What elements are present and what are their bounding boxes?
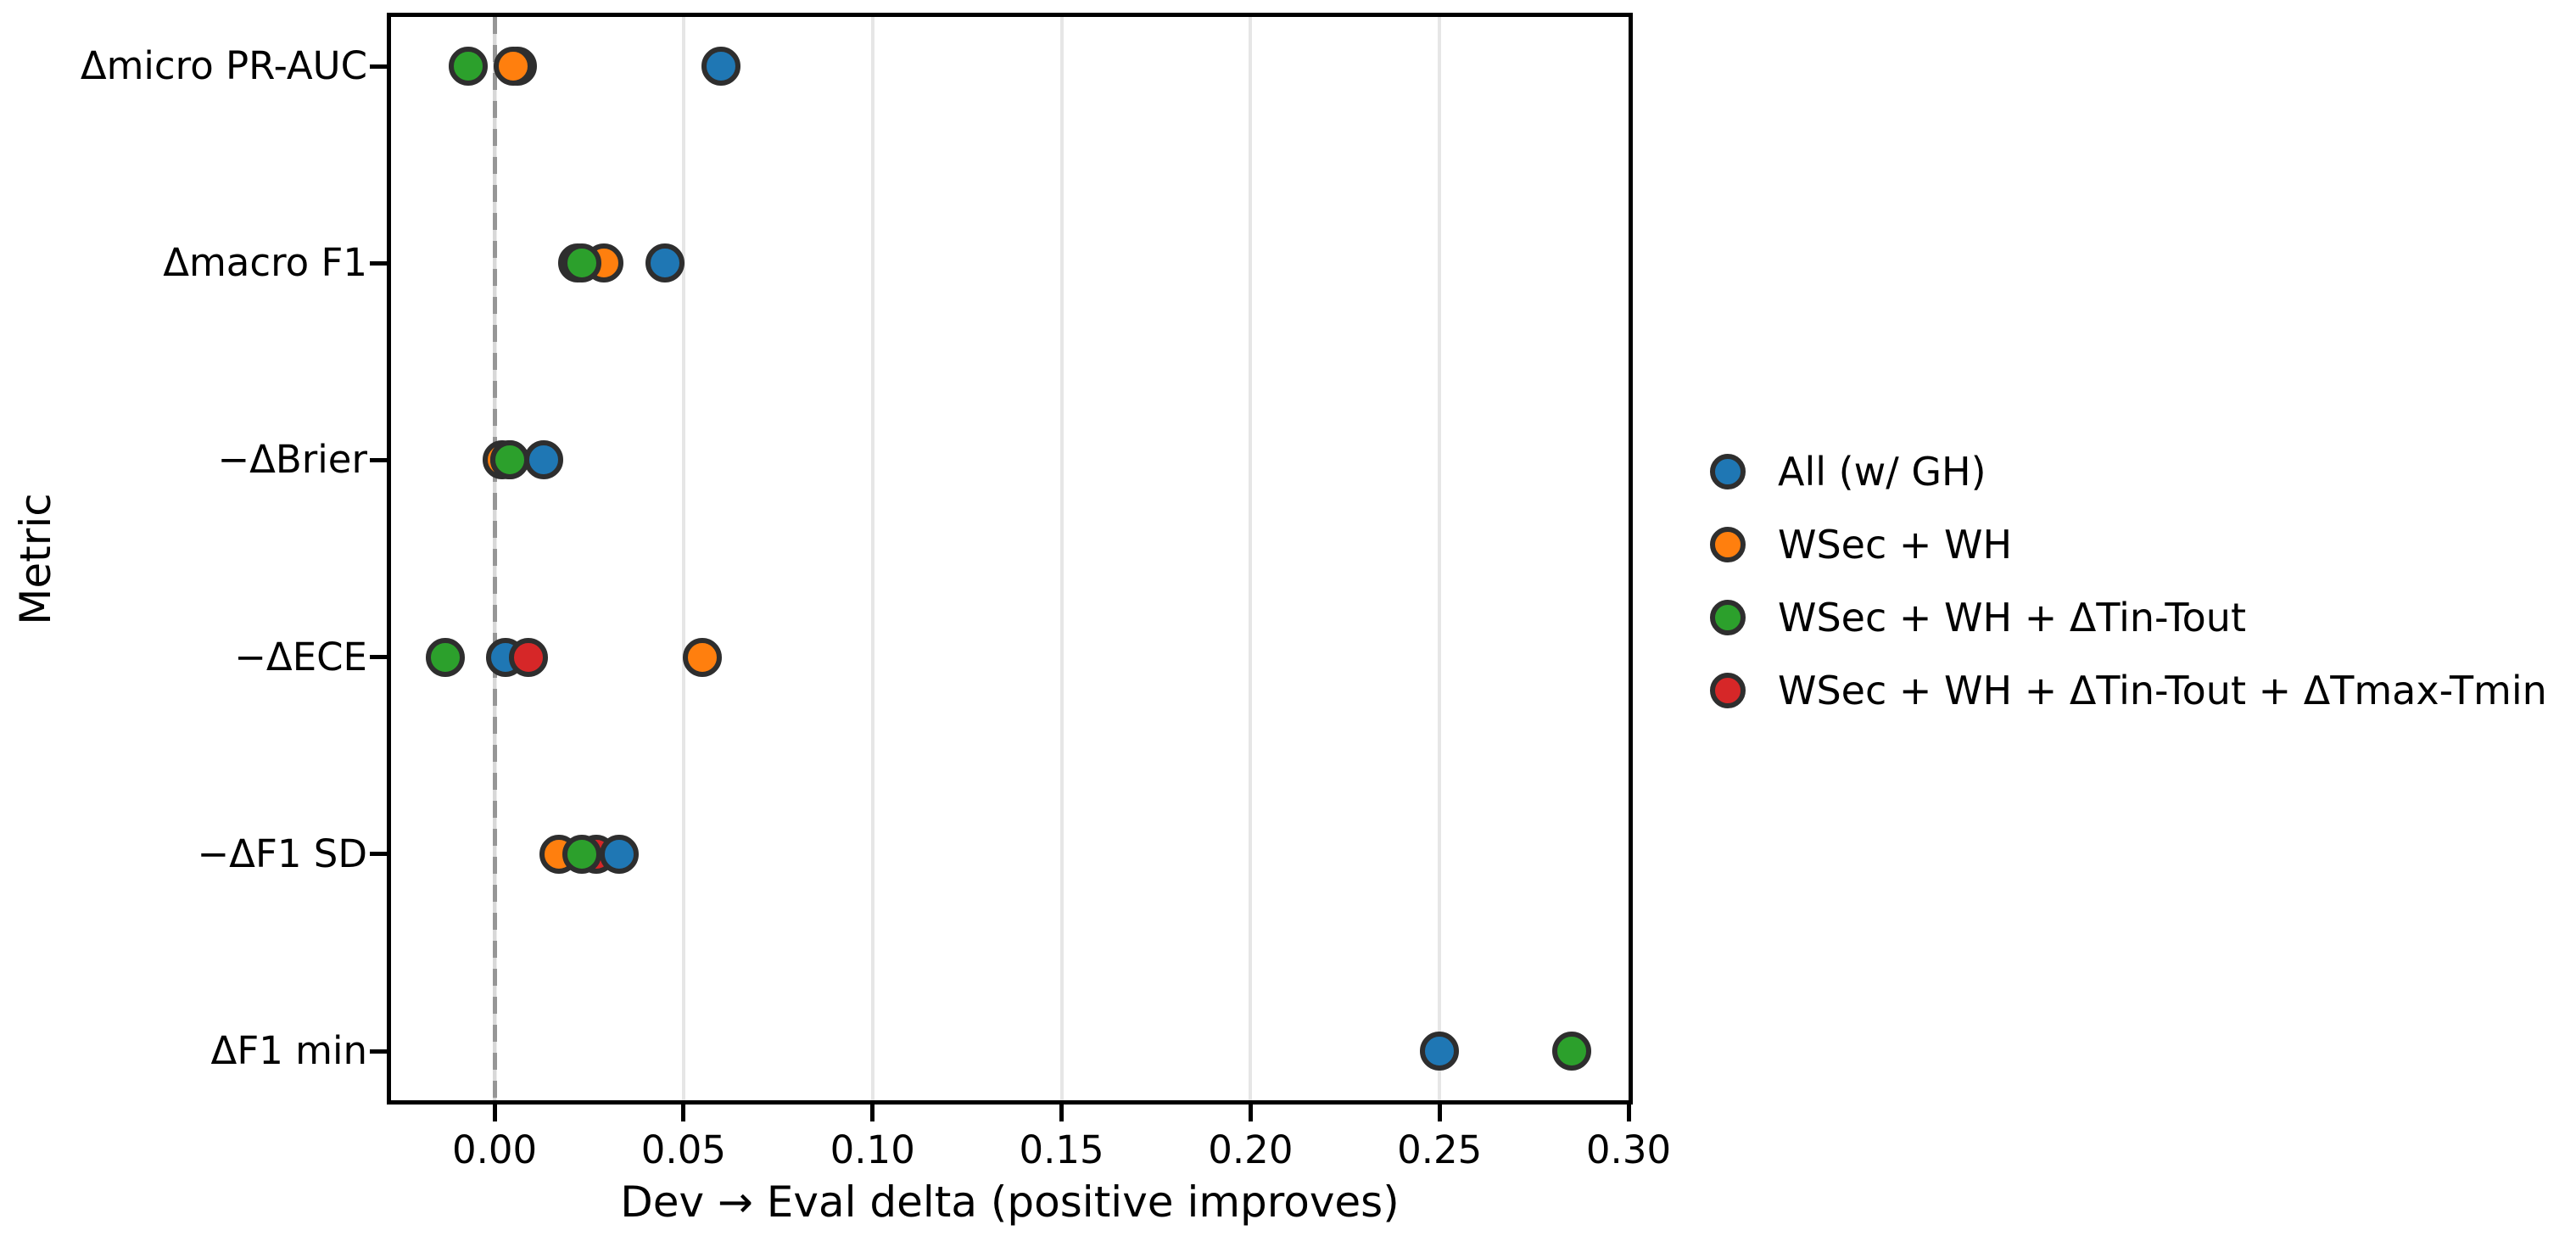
data-point <box>426 637 466 677</box>
x-tick <box>1248 1105 1253 1121</box>
legend-marker-icon <box>1710 454 1746 489</box>
y-tick <box>370 852 387 857</box>
x-tick <box>870 1105 875 1121</box>
x-tick <box>1059 1105 1064 1121</box>
x-tick-label: 0.00 <box>451 1127 538 1172</box>
legend-label: All (w/ GH) <box>1778 449 1986 495</box>
legend-item: WSec + WH <box>1710 519 2012 570</box>
y-tick-label: −ΔBrier <box>217 437 367 483</box>
gridline <box>1438 17 1442 1100</box>
gridline <box>1059 17 1064 1100</box>
x-tick-label: 0.05 <box>640 1127 726 1172</box>
legend-label: WSec + WH + ΔTin-Tout + ΔTmax-Tmin <box>1778 668 2547 713</box>
x-tick <box>681 1105 686 1121</box>
y-axis-label: Metric <box>11 492 60 625</box>
data-point <box>489 440 529 480</box>
data-point <box>600 834 640 874</box>
x-tick <box>1437 1105 1442 1121</box>
data-point <box>509 637 549 677</box>
data-point <box>524 440 564 480</box>
gridline <box>681 17 685 1100</box>
x-tick <box>492 1105 497 1121</box>
y-tick-label: −ΔECE <box>234 634 367 680</box>
data-point <box>562 243 601 283</box>
data-point <box>448 47 488 86</box>
legend-item: WSec + WH + ΔTin-Tout + ΔTmax-Tmin <box>1710 665 2547 716</box>
data-point <box>1420 1032 1460 1071</box>
legend-label: WSec + WH <box>1778 522 2013 568</box>
x-tick-label: 0.10 <box>830 1127 915 1172</box>
y-tick-label: Δmacro F1 <box>163 240 367 286</box>
x-tick <box>1626 1105 1631 1121</box>
gridline <box>1249 17 1253 1100</box>
zero-reference-line <box>492 17 497 1100</box>
legend-marker-icon <box>1710 600 1746 635</box>
legend-marker-icon <box>1710 673 1746 708</box>
gridline <box>870 17 874 1100</box>
x-tick-label: 0.20 <box>1208 1127 1294 1172</box>
y-tick-label: Δmicro PR-AUC <box>80 43 367 88</box>
legend-item: All (w/ GH) <box>1710 446 1986 497</box>
x-tick-label: 0.15 <box>1019 1127 1104 1172</box>
legend-item: WSec + WH + ΔTin-Tout <box>1710 592 2246 643</box>
data-point <box>701 47 741 86</box>
data-point <box>562 834 601 874</box>
x-tick-label: 0.30 <box>1585 1127 1672 1172</box>
y-tick <box>370 1049 387 1054</box>
y-tick-label: ΔF1 min <box>210 1028 367 1073</box>
legend-label: WSec + WH + ΔTin-Tout <box>1778 595 2246 640</box>
x-axis-label: Dev → Eval delta (positive improves) <box>620 1177 1400 1227</box>
data-point <box>683 637 723 677</box>
y-tick <box>370 655 387 660</box>
legend-marker-icon <box>1710 527 1746 562</box>
y-tick <box>370 260 387 266</box>
x-tick-label: 0.25 <box>1397 1127 1483 1172</box>
data-point <box>494 47 534 86</box>
plot-area <box>387 13 1633 1105</box>
y-tick <box>370 64 387 69</box>
data-point <box>1552 1032 1592 1071</box>
y-tick-label: −ΔF1 SD <box>197 831 367 876</box>
data-point <box>645 243 685 283</box>
y-tick <box>370 457 387 462</box>
